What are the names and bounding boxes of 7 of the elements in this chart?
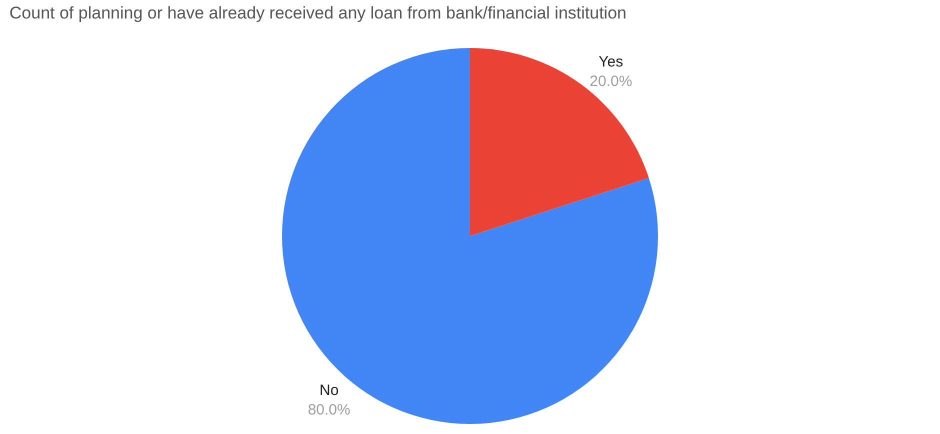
data-label: 80.0% [308,401,350,418]
pie-slice [470,48,649,236]
chart-title: Count of planning or have already received any loan from bank/financial institution [9,3,627,22]
slice-label: No [320,382,339,399]
slice-label: Yes [598,54,624,71]
data-label: 20.0% [590,73,632,90]
pie-slice [282,48,658,424]
